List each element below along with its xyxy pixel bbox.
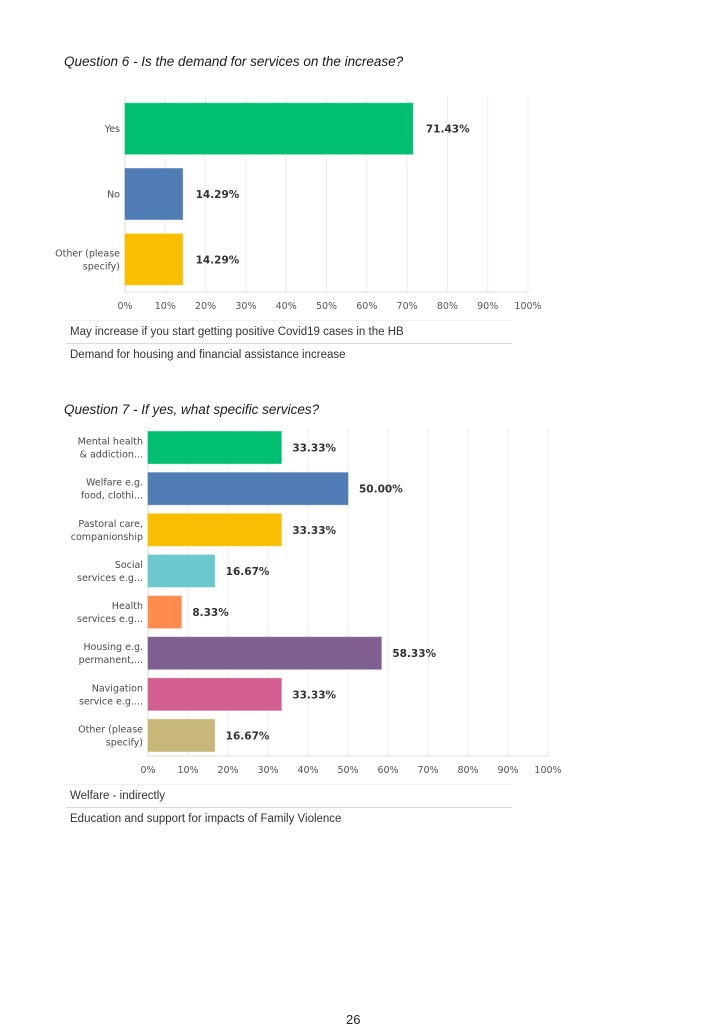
x-tick-label: 40% <box>297 765 318 776</box>
x-tick-label: 0% <box>140 765 155 776</box>
x-tick-label: 100% <box>514 301 541 312</box>
x-tick-label: 10% <box>177 765 198 776</box>
category-label: Social <box>115 560 143 571</box>
question-7-comments: Welfare - indirectly Education and suppo… <box>66 784 512 830</box>
category-label: services e.g... <box>77 614 143 625</box>
x-tick-label: 20% <box>195 301 216 312</box>
x-tick-label: 0% <box>117 301 132 312</box>
value-label: 16.67% <box>226 566 270 578</box>
x-tick-label: 50% <box>337 765 358 776</box>
bar <box>147 554 216 588</box>
category-label: services e.g... <box>77 573 143 584</box>
value-label: 33.33% <box>292 689 336 701</box>
bar <box>124 233 184 286</box>
category-label: specify) <box>83 261 120 272</box>
question-6-bar-chart: 0% 10% 20% 30% 40% 50% 60% 70% 80% 90% 100% 71.43% Y… <box>55 96 542 312</box>
question-6-title: Question 6 - Is the demand for services … <box>64 54 404 69</box>
x-tick-label: 90% <box>497 765 518 776</box>
value-label: 33.33% <box>292 525 336 537</box>
category-label: companionship <box>71 532 143 543</box>
question-6-comments: May increase if you start getting positi… <box>66 320 512 366</box>
x-tick-label: 20% <box>217 765 238 776</box>
value-label: 14.29% <box>196 189 240 201</box>
x-tick-label: 80% <box>437 301 458 312</box>
value-label: 71.43% <box>426 124 470 136</box>
category-label: Pastoral care, <box>78 519 143 530</box>
value-label: 50.00% <box>359 484 403 496</box>
category-label: Housing e.g. <box>83 642 143 653</box>
bar <box>147 513 282 547</box>
x-tick-label: 90% <box>477 301 498 312</box>
category-label: No <box>107 190 120 201</box>
value-label: 33.33% <box>292 443 336 455</box>
comment-row: Welfare - indirectly <box>66 784 512 807</box>
comment-row: Education and support for impacts of Fam… <box>66 807 512 830</box>
x-tick-label: 80% <box>457 765 478 776</box>
question-7-bar-chart: 0% 10% 20% 30% 40% 50% 60% 70% 80% 90% 100% 33.33% M… <box>71 427 562 776</box>
bar <box>147 472 349 506</box>
x-tick-label: 10% <box>155 301 176 312</box>
x-tick-label: 50% <box>316 301 337 312</box>
category-label: Yes <box>104 124 120 135</box>
category-label: permanent,... <box>79 655 143 666</box>
x-tick-label: 70% <box>397 301 418 312</box>
category-label: food, clothi... <box>81 491 143 502</box>
bar <box>147 718 216 752</box>
value-label: 58.33% <box>392 648 436 660</box>
category-label: Other (please <box>78 724 143 735</box>
x-tick-label: 60% <box>377 765 398 776</box>
category-label: Other (please <box>55 248 120 259</box>
comment-row: Demand for housing and financial assista… <box>66 343 512 366</box>
bar <box>147 431 282 465</box>
value-label: 14.29% <box>196 254 240 266</box>
category-label: Mental health <box>78 437 143 448</box>
x-tick-label: 30% <box>257 765 278 776</box>
page-number: 26 <box>346 1012 361 1027</box>
category-label: Navigation <box>92 683 143 694</box>
x-tick-label: 30% <box>235 301 256 312</box>
bar <box>147 595 182 629</box>
comment-row: May increase if you start getting positi… <box>66 320 512 343</box>
bar <box>147 636 382 670</box>
category-label: & addiction... <box>80 450 143 461</box>
category-label: Health <box>112 601 143 612</box>
x-tick-label: 40% <box>276 301 297 312</box>
category-label: Welfare e.g. <box>86 478 143 489</box>
bar <box>124 102 414 155</box>
bar <box>147 677 282 711</box>
category-label: specify) <box>106 737 143 748</box>
x-tick-label: 60% <box>356 301 377 312</box>
x-tick-label: 70% <box>417 765 438 776</box>
category-label: service e.g.... <box>79 696 143 707</box>
bar <box>124 168 184 220</box>
x-tick-label: 100% <box>534 765 561 776</box>
value-label: 8.33% <box>192 607 229 619</box>
value-label: 16.67% <box>226 730 270 742</box>
question-7-title: Question 7 - If yes, what specific servi… <box>64 402 320 417</box>
